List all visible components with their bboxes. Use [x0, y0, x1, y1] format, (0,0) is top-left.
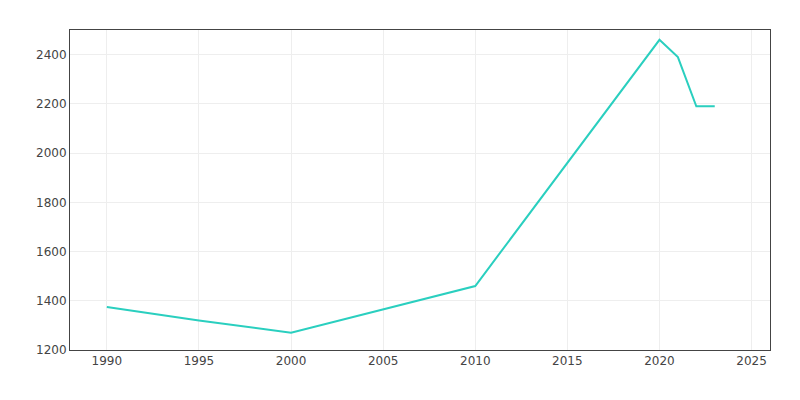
svg-text:1200: 1200	[36, 343, 67, 357]
svg-text:1995: 1995	[184, 354, 215, 368]
svg-text:1400: 1400	[36, 294, 67, 308]
svg-text:2025: 2025	[736, 354, 767, 368]
svg-text:2200: 2200	[36, 97, 67, 111]
svg-text:2020: 2020	[644, 354, 675, 368]
svg-text:1990: 1990	[92, 354, 123, 368]
svg-text:2000: 2000	[276, 354, 307, 368]
svg-text:1600: 1600	[36, 245, 67, 259]
svg-text:2000: 2000	[36, 146, 67, 160]
svg-text:2005: 2005	[368, 354, 399, 368]
svg-text:2400: 2400	[36, 48, 67, 62]
svg-text:2010: 2010	[460, 354, 491, 368]
svg-text:1800: 1800	[36, 196, 67, 210]
svg-text:2015: 2015	[552, 354, 583, 368]
